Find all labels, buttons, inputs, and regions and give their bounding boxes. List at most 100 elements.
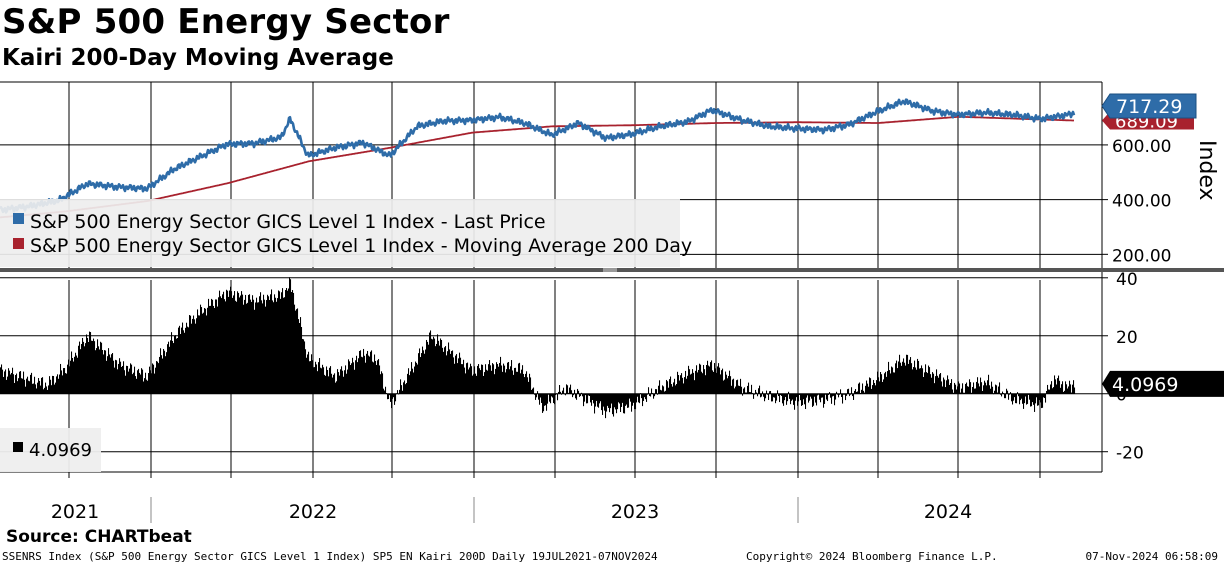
chart-title: S&P 500 Energy Sector xyxy=(2,2,450,42)
kairi-bar xyxy=(238,292,240,394)
kairi-bar xyxy=(732,379,734,394)
kairi-bar xyxy=(410,371,412,394)
kairi-bar xyxy=(278,290,280,394)
kairi-bar xyxy=(66,373,68,394)
kairi-bar xyxy=(1026,393,1028,405)
kairi-bar xyxy=(730,376,732,394)
kairi-bar xyxy=(758,388,760,394)
kairi-bar xyxy=(526,371,528,394)
kairi-bar xyxy=(4,371,6,394)
kairi-bar xyxy=(108,348,110,394)
kairi-bar xyxy=(801,393,803,406)
kairi-bar xyxy=(13,374,15,394)
kairi-bar xyxy=(58,378,60,394)
kairi-bar xyxy=(218,297,220,394)
kairi-bar xyxy=(841,393,843,398)
kairi-bar xyxy=(185,327,187,394)
kairi-bar xyxy=(145,372,147,394)
kairi-bar xyxy=(366,353,368,394)
kairi-bar xyxy=(532,388,534,394)
kairi-bar xyxy=(25,386,27,394)
kairi-bar xyxy=(611,393,613,404)
kairi-bar xyxy=(1050,384,1052,394)
kairi-bar xyxy=(39,380,41,394)
kairi-bar xyxy=(874,382,876,394)
kairi-bar xyxy=(248,294,250,394)
kairi-bar xyxy=(110,357,112,394)
kairi-bar xyxy=(390,393,392,402)
kairi-bar xyxy=(881,374,883,394)
kairi-bar xyxy=(241,291,243,394)
kairi-bar xyxy=(75,352,77,394)
kairi-bar xyxy=(205,308,207,394)
kairi-bar xyxy=(452,350,454,394)
kairi-bar xyxy=(696,365,698,394)
kairi-bar xyxy=(52,375,54,394)
kairi-bar xyxy=(481,364,483,394)
kairi-bar xyxy=(70,360,72,394)
kairi-bar xyxy=(433,336,435,394)
kairi-bar xyxy=(208,298,210,394)
kairi-bar xyxy=(197,309,199,394)
kairi-bar xyxy=(166,352,168,394)
kairi-bar xyxy=(592,393,594,400)
kairi-bar xyxy=(768,393,770,400)
kairi-bar xyxy=(856,391,858,394)
kairi-bar xyxy=(764,393,766,402)
kairi-bar xyxy=(103,354,105,394)
kairi-bar xyxy=(360,350,362,394)
kairi-bar xyxy=(315,361,317,394)
chart-subtitle: Kairi 200-Day Moving Average xyxy=(2,45,394,71)
kairi-bar xyxy=(1061,384,1063,394)
kairi-bar xyxy=(82,337,84,394)
kairi-bar xyxy=(1049,389,1051,394)
kairi-bar xyxy=(283,297,285,394)
kairi-bar xyxy=(939,374,941,394)
kairi-bar xyxy=(650,393,652,397)
kairi-bar xyxy=(742,393,744,396)
kairi-bar xyxy=(341,366,343,394)
kairi-bar xyxy=(859,382,861,394)
kairi-bar xyxy=(635,393,637,410)
kairi-bar xyxy=(517,371,519,394)
kairi-bar xyxy=(518,363,520,394)
kairi-bar xyxy=(207,307,209,394)
kairi-bar xyxy=(49,376,51,394)
kairi-bar xyxy=(999,382,1001,394)
kairi-bar xyxy=(460,357,462,394)
kairi-bar xyxy=(428,344,430,394)
kairi-bar xyxy=(174,335,176,394)
kairi-bar xyxy=(971,392,973,394)
kairi-bar xyxy=(577,388,579,394)
kairi-bar xyxy=(784,393,786,401)
kairi-bar xyxy=(1017,392,1019,394)
kairi-bar xyxy=(434,338,436,394)
kairi-bar xyxy=(622,393,624,403)
kairi-bar xyxy=(397,390,399,394)
kairi-bar xyxy=(864,392,866,394)
kairi-bar xyxy=(335,382,337,394)
kairi-bar xyxy=(829,392,831,394)
kairi-bar xyxy=(876,380,878,394)
kairi-bar xyxy=(255,302,257,394)
kairi-bar xyxy=(282,288,284,394)
kairi-bar xyxy=(857,391,859,394)
kairi-bar xyxy=(783,393,785,406)
kairi-bar xyxy=(904,362,906,394)
kairi-bar xyxy=(129,368,131,394)
kairi-bar xyxy=(553,393,555,404)
kairi-bar xyxy=(1032,393,1034,403)
kairi-bar xyxy=(781,393,783,396)
kairi-bar xyxy=(862,383,864,394)
kairi-bar xyxy=(1007,390,1009,394)
kairi-bar xyxy=(209,305,211,394)
kairi-bar xyxy=(245,294,247,394)
kairi-bar xyxy=(652,393,654,395)
kairi-bar xyxy=(586,393,588,404)
kairi-bar xyxy=(132,374,134,394)
kairi-bar xyxy=(616,393,618,414)
kairi-bar xyxy=(112,353,114,394)
kairi-bar xyxy=(233,295,235,394)
kairi-bar xyxy=(74,356,76,394)
kairi-bar xyxy=(647,393,649,395)
